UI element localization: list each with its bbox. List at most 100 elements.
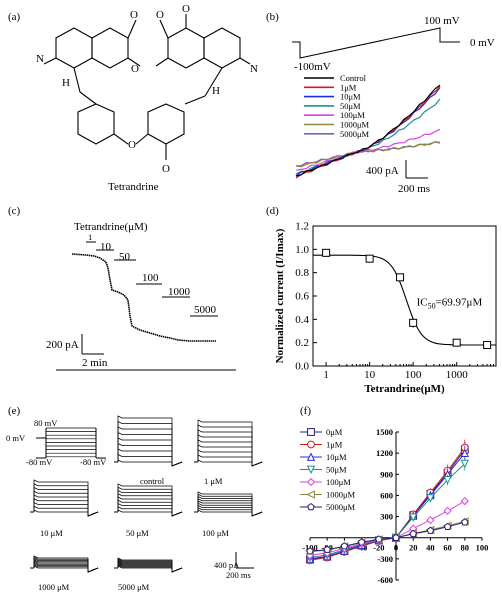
- panel-c-scale-y: 200 pA: [46, 339, 79, 351]
- series-point-6: [323, 545, 331, 553]
- step-trace-2: [33, 494, 99, 517]
- step-trace-0: [117, 415, 183, 467]
- panel-b-scale-y: 400 pA: [366, 165, 399, 177]
- step-trace-label-4: 100 μM: [202, 528, 229, 538]
- step-trace-0: [117, 431, 183, 467]
- panel-b: (b) 100 mV 0 mV -100mV Control1μM10μM50μ…: [266, 11, 495, 195]
- panel-e-scale-y: 400 pA: [214, 560, 240, 570]
- step-trace-4: [197, 495, 263, 517]
- methoxy-oxygen-1: O: [130, 9, 138, 21]
- step-trace-2: [33, 498, 99, 517]
- x-tick-label-9: 80: [461, 543, 470, 553]
- x-tick-label-8: 60: [443, 543, 452, 553]
- x-tick-label-4: -20: [373, 543, 384, 553]
- step-trace-0: [117, 459, 183, 467]
- panel-f: (f) -100-80-60-40-20020406080100-600-300…: [300, 405, 488, 585]
- step-trace-3: [117, 502, 183, 517]
- series-point-3: [460, 459, 470, 469]
- y-tick-label-1: -300: [377, 554, 393, 564]
- step-trace-4: [197, 509, 263, 517]
- ramp-trace-5: [295, 141, 441, 168]
- step-trace-3: [117, 493, 183, 517]
- time-course-trace: [71, 253, 216, 342]
- panel-e-tag: (e): [8, 405, 21, 417]
- step-trace-5: [33, 555, 99, 573]
- legend-label-6: 5000μM: [340, 129, 370, 139]
- step-trace-1: [197, 454, 263, 467]
- ether-oxygen-1: O: [131, 63, 139, 75]
- x-axis-title: Tetrandrine(μM): [364, 383, 445, 395]
- data-point-4: [452, 338, 461, 347]
- step-trace-1: [197, 419, 263, 467]
- methoxy-oxygen-3: O: [182, 3, 190, 15]
- step-trace-label-1: 1 μM: [204, 476, 223, 486]
- legend-label-3: 50μM: [340, 101, 361, 111]
- step-trace-label-0: control: [140, 476, 165, 486]
- x-tick-label-6: 20: [409, 543, 418, 553]
- legend-marker-3: [306, 465, 316, 475]
- panel-e-scalebar: [235, 552, 254, 569]
- y-tick-label-6: 1.2: [295, 221, 309, 233]
- series-point-6: [461, 518, 469, 526]
- legend-label-5: 1000μM: [340, 120, 370, 130]
- methoxy-oxygen-2: O: [156, 9, 164, 21]
- step-trace-label-6: 5000 μM: [118, 582, 150, 592]
- ramp-trace-4: [295, 128, 441, 171]
- step-trace-1: [197, 424, 263, 467]
- step-current-traces: control 1 μM 10 μM 50 μM 100 μM 1000 μM 5000 μ…: [30, 415, 263, 592]
- legend-label-0: 0μM: [326, 427, 343, 437]
- nitrogen-1: N: [36, 53, 44, 65]
- conc-label-50: 50: [119, 251, 131, 263]
- panel-d: (d) 0.0 0.2 0.4 0.6 0.8 1.0 1.2 1 10 100 1000Tetra…: [266, 205, 497, 395]
- legend-label-2: 10μM: [326, 452, 347, 462]
- step-trace-5: [33, 556, 99, 573]
- step-trace-4: [197, 504, 263, 517]
- y-tick-label-3: 300: [380, 512, 393, 522]
- series-point-4: [426, 515, 435, 525]
- y-tick-label-5: 1.0: [295, 244, 309, 256]
- legend-marker-0: [307, 428, 315, 436]
- step-trace-label-3: 50 μM: [126, 528, 149, 538]
- series-point-6: [409, 529, 417, 538]
- step-trace-label-2: 10 μM: [40, 528, 63, 538]
- panel-d-tag: (d): [266, 205, 279, 217]
- legend-marker-5: [306, 490, 315, 499]
- legend-label-3: 50μM: [326, 465, 347, 475]
- step-trace-3: [117, 499, 183, 517]
- x-tick-label-5: 0: [394, 543, 398, 553]
- legend-label-2: 10μM: [340, 92, 361, 102]
- conc-label-100: 100: [142, 272, 159, 284]
- series-point-6: [392, 533, 400, 541]
- step-m80-label-1: -80 mV: [26, 457, 53, 467]
- fit-curve: [313, 254, 496, 346]
- data-point-0: [322, 248, 331, 257]
- step-trace-3: [117, 506, 183, 517]
- x-tick-label-1: 10: [364, 369, 376, 381]
- series-point-6: [426, 526, 435, 534]
- panel-c-scale-x: 2 min: [82, 357, 108, 369]
- series-point-6: [375, 535, 383, 543]
- step-trace-0: [117, 420, 183, 467]
- series-line-5: [309, 521, 465, 553]
- panel-f-tag: (f): [300, 405, 311, 417]
- ramp-trace-0: [295, 84, 441, 177]
- step-trace-5: [33, 559, 99, 573]
- step-trace-1: [197, 434, 263, 467]
- conc-label-10: 10: [100, 241, 112, 253]
- y-tick-label-7: 1500: [376, 427, 393, 437]
- step-trace-2: [33, 479, 99, 517]
- step-protocol: [36, 427, 106, 459]
- ramp-protocol: [292, 27, 460, 59]
- step-0mv-label: 0 mV: [6, 433, 26, 443]
- step-trace-0: [117, 448, 183, 467]
- step-trace-6: [117, 558, 183, 573]
- ic50-annotation: IC50=69.97μM: [417, 296, 483, 310]
- y-tick-label-3: 0.6: [295, 291, 309, 303]
- legend-marker-1: [307, 440, 315, 449]
- dose-response-chart: 0.0 0.2 0.4 0.6 0.8 1.0 1.2 1 10 100 1000Tetrandri…: [274, 221, 497, 395]
- y-tick-label-0: 0.0: [295, 361, 309, 373]
- ether-oxygen-2: O: [128, 139, 136, 151]
- step-trace-1: [197, 449, 263, 467]
- panel-c: (c) Tetrandrine(μM) 1 10 50 100 1000 500…: [8, 205, 236, 371]
